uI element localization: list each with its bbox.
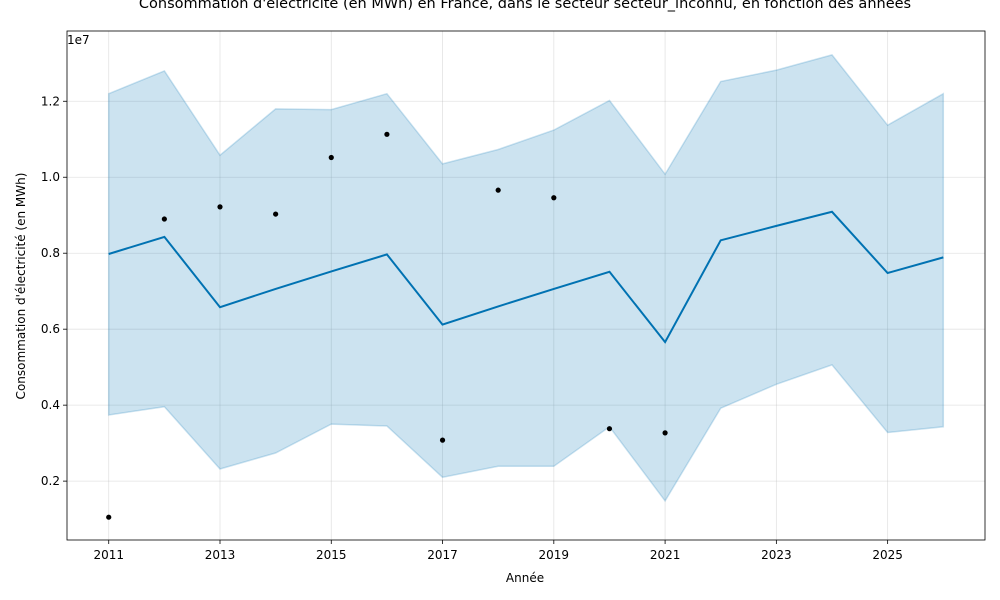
uncertainty-interval-band [107,54,945,503]
observed-point [106,514,112,520]
observed-point [217,204,223,210]
y-axis-label: Consommation d'électricité (en MWh) [14,173,28,400]
x-tick-label: 2021 [650,548,681,562]
y-tick-label: 0.2 [41,474,60,488]
y-tick-label: 0.4 [41,398,60,412]
y-axis-offset-label: 1e7 [67,33,90,47]
x-tick-label: 2011 [93,548,124,562]
y-tick-label: 0.6 [41,322,60,336]
x-tick-label: 2015 [316,548,347,562]
y-tick-label: 1.2 [41,94,60,108]
observed-point [439,437,446,443]
observed-point [495,187,501,193]
y-axis-ticks: 0.2 0.4 0.6 0.8 1.0 1.2 [41,94,67,488]
x-tick-label: 2023 [761,548,792,562]
x-axis-ticks: 2011 2013 2015 2017 2019 2021 2023 2025 [93,540,903,562]
x-tick-label: 2025 [872,548,903,562]
grid-lines [67,31,985,540]
x-tick-label: 2017 [427,548,458,562]
plot-frame [66,30,986,541]
y-tick-label: 0.8 [41,246,60,260]
y-tick-label: 1.0 [41,170,60,184]
observed-point [606,426,613,432]
observed-point [273,211,279,217]
observed-points [106,131,668,520]
x-axis-label: Année [506,571,544,585]
x-tick-label: 2013 [205,548,236,562]
observed-point [384,131,390,137]
observed-point [161,216,167,222]
observed-point [662,430,668,436]
forecast-line [108,210,944,344]
chart-title: Consommation d'électricité (en MWh) en F… [139,0,911,12]
observed-point [328,154,334,161]
x-tick-label: 2019 [539,548,570,562]
observed-point [551,195,557,201]
